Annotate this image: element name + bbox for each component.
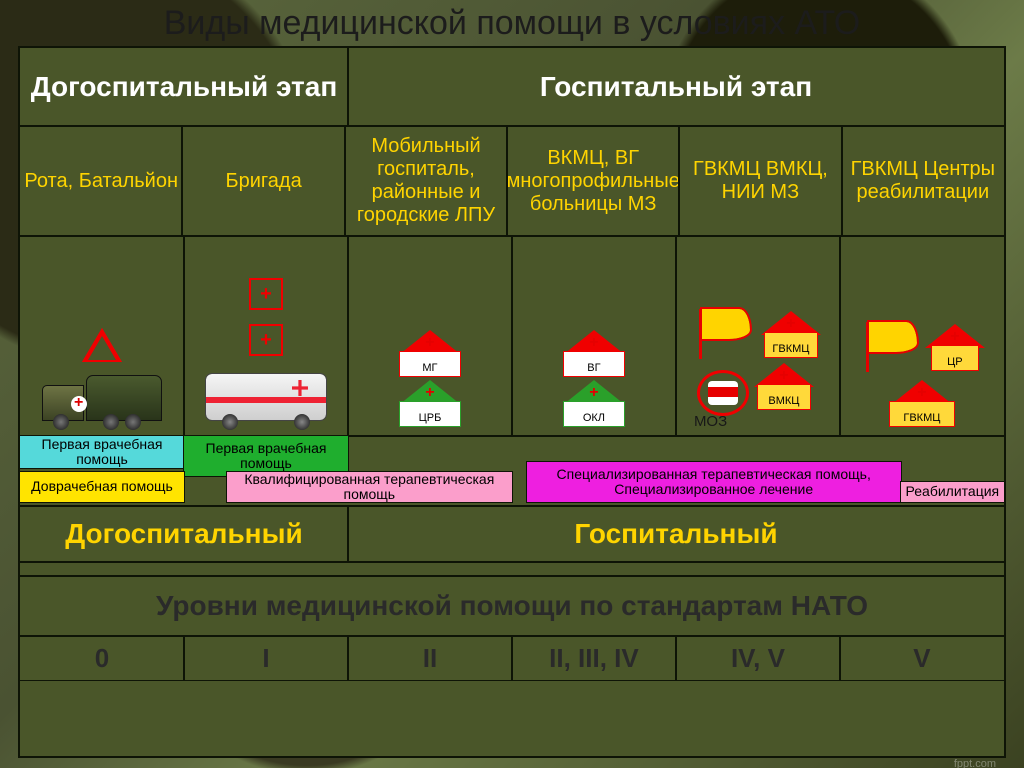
military-truck-icon	[43, 370, 161, 430]
hospital-label: ВГ	[558, 362, 630, 374]
col-header-1: Бригада	[182, 126, 344, 236]
hospital-label: ОКЛ	[558, 412, 630, 424]
stage-header-row: Догоспитальный этап Госпитальный этап	[20, 48, 1004, 126]
hospital-label: ВМКЦ	[752, 395, 816, 407]
flag-icon	[693, 309, 753, 359]
hospital-icon: + ГВКМЦ	[884, 380, 960, 426]
stage-footer-hospital: Госпитальный	[348, 506, 1004, 562]
stage-footer-prehospital: Догоспитальный	[20, 506, 348, 562]
stage-header-prehospital: Догоспитальный этап	[20, 48, 348, 126]
care-level-box: Доврачебная помощь	[20, 472, 184, 502]
medical-cross-icon: +	[251, 280, 281, 308]
hospital-icon: + ОКЛ	[558, 380, 630, 426]
moz-label: МОЗ	[694, 413, 727, 430]
hospital-icon: + ВГ	[558, 330, 630, 376]
care-level-box: Квалифицированная терапевтическая помощь	[227, 472, 512, 502]
warning-triangle-icon	[82, 328, 122, 362]
hospital-label: ГВКМЦ	[759, 343, 823, 355]
nato-level-5: V	[840, 636, 1004, 680]
nato-level-3: II, III, IV	[512, 636, 676, 680]
stage-header-hospital: Госпитальный этап	[348, 48, 1004, 126]
slide-title: Виды медицинской помощи в условиях АТО	[0, 4, 1024, 43]
nato-level-2: II	[348, 636, 512, 680]
main-table: Догоспитальный этап Госпитальный этап Ро…	[20, 48, 1004, 756]
nato-title: Уровни медицинской помощи по стандартам …	[20, 576, 1004, 636]
stage-footer-row: Догоспитальный Госпитальный	[20, 506, 1004, 562]
nato-title-row: Уровни медицинской помощи по стандартам …	[20, 576, 1004, 636]
footer-watermark: fppt.com	[954, 758, 996, 768]
col-header-3: ВКМЦ, ВГ многопрофильные больницы МЗ	[507, 126, 679, 236]
icon-cell-2: + МГ + ЦРБ	[348, 236, 512, 436]
icon-cell-5: + ЦР + ГВКМЦ	[840, 236, 1004, 436]
column-header-row: Рота, Батальйон Бригада Мобильный госпит…	[20, 126, 1004, 236]
nato-levels-row: 0 I II II, III, IV IV, V V	[20, 636, 1004, 680]
spacer-row	[20, 562, 1004, 576]
nato-level-1: I	[184, 636, 348, 680]
hospital-label: МГ	[394, 362, 466, 374]
care-level-box: Первая врачебная помощь	[184, 436, 348, 476]
nato-level-0: 0	[20, 636, 184, 680]
flag-icon	[860, 322, 920, 372]
hospital-icon: + ВМКЦ	[752, 363, 816, 409]
moz-emblem-icon	[700, 373, 746, 413]
hospital-label: ГВКМЦ	[884, 412, 960, 424]
icon-row: + + + МГ +	[20, 236, 1004, 436]
hospital-icon: + МГ	[394, 330, 466, 376]
icon-cell-0	[20, 236, 184, 436]
care-level-box: Реабилитация	[901, 482, 1004, 502]
col-header-2: Мобильный госпиталь, районные и городски…	[345, 126, 507, 236]
hospital-label: ЦР	[926, 356, 984, 368]
slide-background: Виды медицинской помощи в условиях АТО Д…	[0, 0, 1024, 768]
medical-cross-icon: +	[251, 326, 281, 354]
icon-cell-4: + ГВКМЦ + ВМКЦ МОЗ	[676, 236, 840, 436]
nato-level-4: IV, V	[676, 636, 840, 680]
col-header-5: ГВКМЦ Центры реабилитации	[842, 126, 1004, 236]
care-level-box: Специализированная терапевтическая помощ…	[527, 462, 901, 502]
care-level-box: Первая врачебная помощь	[20, 436, 184, 468]
col-header-4: ГВКМЦ ВМКЦ, НИИ МЗ	[679, 126, 841, 236]
icon-cell-3: + ВГ + ОКЛ	[512, 236, 676, 436]
hospital-icon: + ЦР	[926, 324, 984, 370]
hospital-label: ЦРБ	[394, 412, 466, 424]
care-level-bars: Первая врачебная помощьПервая врачебная …	[20, 436, 1004, 506]
icon-cell-1: + +	[184, 236, 348, 436]
hospital-icon: + ГВКМЦ	[759, 311, 823, 357]
col-header-0: Рота, Батальйон	[20, 126, 182, 236]
ambulance-icon	[206, 368, 326, 430]
hospital-icon: + ЦРБ	[394, 380, 466, 426]
